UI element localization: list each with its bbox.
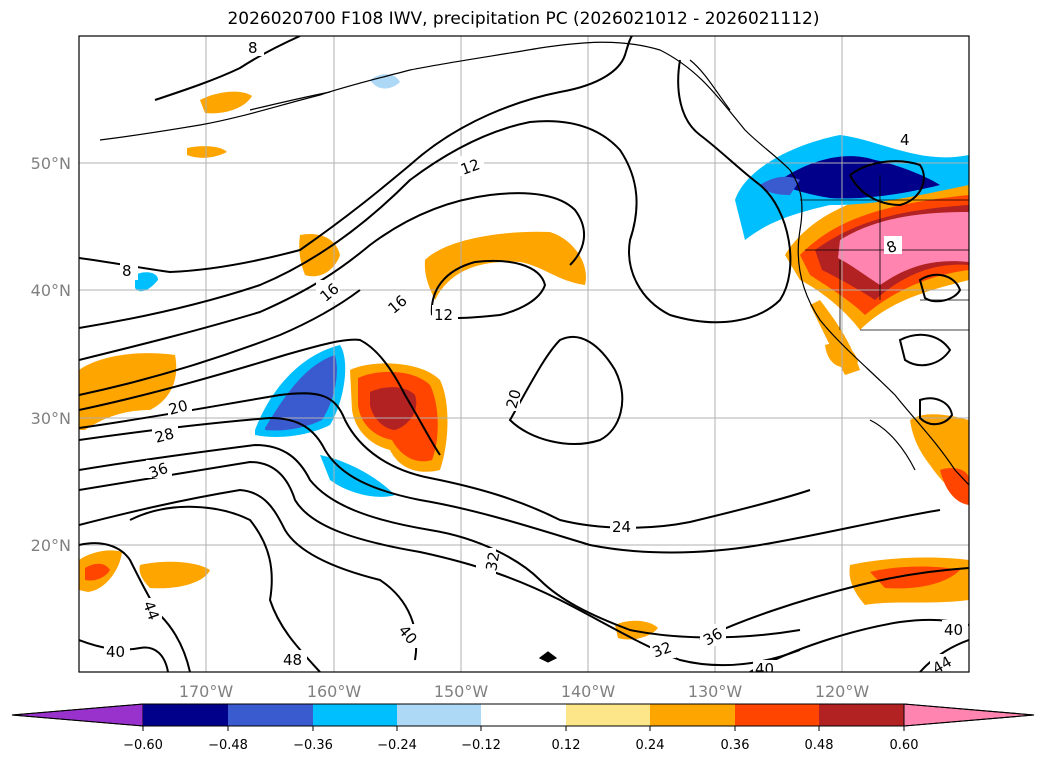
colorbar-swatch <box>650 704 735 726</box>
colorbar-tick: 0.48 <box>805 738 834 753</box>
lon-label-140w: 140°W <box>561 682 616 701</box>
precip-shading <box>79 74 969 640</box>
map-title: 2026020700 F108 IWV, precipitation PC (2… <box>227 9 820 29</box>
contour-label-32: 32 <box>482 550 503 572</box>
colorbar-tick: −0.12 <box>461 738 501 753</box>
lon-label-150w: 150°W <box>434 682 489 701</box>
iwv-contours <box>79 36 969 672</box>
colorbar-swatch <box>397 704 481 726</box>
lat-label-50: 50°N <box>31 154 71 173</box>
lon-label-160w: 160°W <box>307 682 362 701</box>
contour-label-44: 44 <box>139 599 162 623</box>
contour-label-48: 48 <box>283 651 302 669</box>
contour-label-32b: 32 <box>650 638 674 661</box>
contour-label-20: 20 <box>167 396 190 418</box>
colorbar-tick: −0.24 <box>377 738 417 753</box>
contour-label-12: 12 <box>458 155 482 178</box>
coastlines <box>99 41 969 663</box>
contour-label-28: 28 <box>153 424 176 446</box>
colorbar-tick: −0.48 <box>208 738 248 753</box>
colorbar-tick: 0.36 <box>721 738 750 753</box>
colorbar-swatch <box>228 704 313 726</box>
colorbar-swatch <box>143 704 228 726</box>
lon-label-120w: 120°W <box>815 682 870 701</box>
lon-label-130w: 130°W <box>688 682 743 701</box>
contour-label-40d: 40 <box>755 660 774 678</box>
contour-label-4: 4 <box>900 131 910 149</box>
lon-labels: 170°W 160°W 150°W 140°W 130°W 120°W <box>179 682 870 701</box>
colorbar-swatch <box>735 704 819 726</box>
lat-labels: 50°N 40°N 30°N 20°N <box>31 154 71 555</box>
contour-label-40c: 40 <box>944 621 963 639</box>
contour-label-12b: 12 <box>434 306 453 324</box>
contour-label-8b: 8 <box>122 262 132 280</box>
contour-label-24: 24 <box>612 518 631 536</box>
colorbar-tick: 0.12 <box>552 738 581 753</box>
contour-label-20b: 20 <box>503 387 525 410</box>
lat-label-20: 20°N <box>31 536 71 555</box>
map-area: 8 8 12 12 16 16 20 20 24 28 32 32 36 <box>79 36 969 678</box>
lat-label-40: 40°N <box>31 281 71 300</box>
contour-label-44b: 44 <box>929 653 955 678</box>
colorbar-swatch <box>566 704 650 726</box>
lat-label-30: 30°N <box>31 409 71 428</box>
colorbar-tick: 0.60 <box>890 738 919 753</box>
colorbar-swatch <box>819 704 904 726</box>
contour-label-8: 8 <box>248 39 258 57</box>
colorbar: −0.60 −0.48 −0.36 −0.24 −0.12 0.12 0.24 … <box>11 703 1035 753</box>
colorbar-extend-high <box>903 703 1035 727</box>
colorbar-tick: 0.24 <box>636 738 665 753</box>
lon-label-170w: 170°W <box>179 682 234 701</box>
graticule <box>79 36 969 672</box>
contour-label-36: 36 <box>146 459 170 482</box>
colorbar-tick: −0.36 <box>293 738 333 753</box>
colorbar-tick: −0.60 <box>123 738 163 753</box>
colorbar-swatch <box>481 704 566 726</box>
map-frame <box>78 35 970 673</box>
contour-labels: 8 8 12 12 16 16 20 20 24 28 32 32 36 <box>104 38 968 678</box>
colorbar-extend-low <box>11 703 144 727</box>
contour-label-40b: 40 <box>106 643 125 661</box>
colorbar-swatch <box>313 704 397 726</box>
